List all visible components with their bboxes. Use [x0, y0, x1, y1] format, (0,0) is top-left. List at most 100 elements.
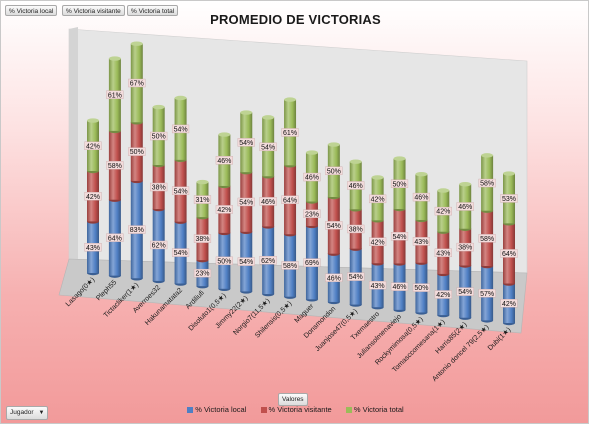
svg-text:50%: 50% [393, 181, 407, 188]
bar-top-cap [262, 115, 275, 120]
bar-top-cap [481, 153, 494, 158]
data-label-total: 67% [128, 78, 146, 88]
svg-text:54%: 54% [239, 140, 253, 147]
svg-text:53%: 53% [502, 196, 516, 203]
data-label-local: 46% [390, 282, 409, 291]
svg-text:50%: 50% [130, 149, 144, 156]
data-label-visitante: 58% [106, 161, 124, 170]
bar-top-cap [393, 156, 406, 161]
data-label-visitante: 38% [347, 224, 365, 234]
svg-text:54%: 54% [327, 223, 341, 230]
data-label-visitante: 42% [84, 191, 102, 201]
field-button-visitante[interactable]: % Victoria visitante [62, 5, 125, 16]
legend-label-visitante: % Victoria visitante [268, 405, 332, 414]
data-label-total: 58% [478, 178, 496, 188]
svg-text:42%: 42% [436, 209, 450, 216]
svg-text:38%: 38% [152, 185, 166, 192]
svg-text:42%: 42% [217, 207, 231, 214]
data-label-total: 53% [500, 194, 518, 203]
data-label-total: 42% [434, 206, 452, 216]
svg-text:50%: 50% [217, 258, 231, 265]
data-label-total: 54% [237, 138, 255, 147]
legend-item-visitante: % Victoria visitante [260, 405, 332, 414]
bar-top-cap [327, 142, 340, 147]
field-button-local[interactable]: % Victoria local [5, 5, 58, 16]
jugador-filter-button[interactable]: Jugador ▼ [6, 406, 49, 420]
svg-text:46%: 46% [393, 284, 407, 291]
svg-text:42%: 42% [502, 301, 516, 308]
data-label-local: 54% [456, 287, 474, 296]
svg-text:43%: 43% [86, 245, 100, 252]
data-label-visitante: 58% [478, 234, 496, 243]
data-label-local: 50% [412, 283, 431, 292]
data-label-visitante: 46% [259, 197, 277, 206]
svg-text:64%: 64% [283, 197, 297, 204]
svg-text:58%: 58% [480, 181, 494, 188]
data-label-visitante: 54% [325, 221, 343, 230]
jugador-label: Jugador [10, 409, 34, 416]
svg-text:46%: 46% [261, 199, 275, 206]
data-label-total: 61% [106, 90, 124, 99]
svg-text:38%: 38% [349, 227, 363, 234]
values-button[interactable]: Valores [278, 393, 308, 406]
svg-text:54%: 54% [458, 289, 472, 296]
svg-text:43%: 43% [436, 250, 450, 257]
svg-text:38%: 38% [458, 245, 472, 252]
data-label-local: 50% [215, 256, 233, 265]
svg-text:67%: 67% [130, 81, 144, 88]
bar-stack-4 [152, 104, 165, 284]
svg-text:42%: 42% [436, 292, 450, 299]
data-label-total: 50% [390, 179, 409, 188]
field-button-total[interactable]: % Victoria total [127, 5, 179, 16]
svg-text:43%: 43% [371, 283, 385, 290]
data-label-local: 42% [500, 299, 518, 308]
bar-top-cap [503, 171, 515, 176]
legend-swatch-local [187, 407, 194, 414]
svg-text:57%: 57% [480, 291, 494, 298]
data-label-total: 46% [215, 156, 233, 165]
data-label-visitante: 54% [390, 232, 409, 241]
data-label-total: 54% [171, 124, 190, 134]
svg-text:50%: 50% [327, 168, 341, 175]
legend-label-local: % Victoria local [195, 405, 247, 414]
svg-text:54%: 54% [349, 274, 363, 281]
svg-text:43%: 43% [414, 239, 428, 246]
data-label-visitante: 42% [369, 237, 387, 246]
svg-text:46%: 46% [217, 158, 231, 165]
svg-text:64%: 64% [108, 235, 122, 242]
svg-text:58%: 58% [283, 263, 297, 270]
data-label-local: 58% [281, 261, 299, 270]
data-label-local: 64% [106, 233, 124, 242]
data-label-total: 46% [303, 172, 321, 182]
data-label-visitante: 64% [281, 195, 299, 204]
data-label-total: 50% [150, 131, 168, 141]
svg-text:83%: 83% [130, 227, 144, 234]
data-label-local: 46% [325, 273, 343, 282]
data-label-visitante: 43% [412, 237, 431, 246]
bar-stack-17 [437, 188, 450, 318]
data-label-visitante: 38% [456, 242, 474, 252]
data-label-visitante: 50% [128, 147, 146, 156]
svg-text:42%: 42% [86, 194, 100, 201]
bar-top-cap [305, 150, 318, 155]
svg-text:46%: 46% [458, 204, 472, 211]
data-label-visitante: 42% [215, 205, 233, 214]
data-label-local: 57% [478, 288, 496, 298]
bar-top-cap [371, 175, 384, 180]
svg-text:58%: 58% [480, 236, 494, 243]
legend: % Victoria local % Victoria visitante % … [1, 405, 589, 414]
bar-top-cap [349, 159, 362, 164]
legend-swatch-total [345, 407, 352, 414]
data-label-local: 43% [84, 242, 102, 252]
svg-text:46%: 46% [305, 175, 319, 182]
data-label-total: 42% [84, 141, 102, 150]
data-label-local: 62% [259, 256, 277, 265]
svg-text:54%: 54% [393, 234, 407, 241]
svg-text:61%: 61% [108, 92, 122, 99]
bar-top-cap [459, 182, 472, 187]
svg-text:46%: 46% [414, 195, 428, 202]
svg-text:46%: 46% [327, 275, 341, 282]
svg-text:38%: 38% [195, 236, 209, 243]
svg-text:42%: 42% [371, 196, 385, 203]
